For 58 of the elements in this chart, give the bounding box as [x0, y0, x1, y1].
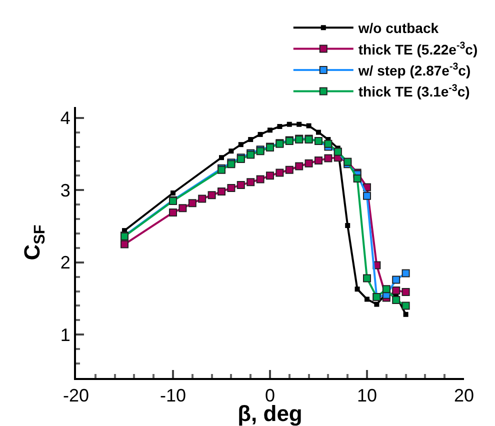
- point: [266, 172, 274, 180]
- point: [277, 124, 282, 130]
- point: [324, 140, 332, 148]
- point: [170, 190, 176, 196]
- point: [314, 156, 322, 164]
- point: [295, 162, 304, 170]
- point: [219, 155, 224, 160]
- point: [268, 128, 272, 133]
- point: [258, 132, 263, 137]
- point: [392, 286, 400, 295]
- point: [178, 204, 187, 212]
- point: [402, 302, 410, 310]
- point: [345, 223, 350, 228]
- point: [402, 288, 410, 296]
- point: [374, 302, 380, 307]
- point: [227, 184, 236, 192]
- x-tick-label: -20: [62, 386, 90, 406]
- point: [248, 137, 254, 142]
- point: [238, 142, 244, 148]
- y-tick-label: 1: [60, 324, 70, 345]
- point: [354, 286, 360, 292]
- legend-label: w/o cutback: [357, 20, 439, 36]
- point: [218, 188, 226, 196]
- point: [392, 296, 400, 304]
- point: [285, 166, 294, 174]
- x-tick-label: 20: [454, 386, 474, 406]
- legend-label: thick TE (3.1e$^{-3}$c): [358, 82, 470, 100]
- point: [228, 148, 234, 154]
- legend-label: w/ step (2.87e$^{-3}$c): [357, 62, 471, 78]
- point: [304, 159, 313, 168]
- point: [382, 285, 390, 294]
- y-tick-label: 4: [60, 108, 70, 128]
- point: [120, 240, 128, 248]
- point: [363, 192, 371, 200]
- x-tick-label: -10: [160, 386, 186, 406]
- point: [316, 130, 321, 135]
- point: [208, 191, 216, 200]
- point: [188, 199, 196, 208]
- point: [276, 168, 284, 177]
- point: [169, 208, 177, 217]
- point: [402, 269, 410, 278]
- point: [306, 123, 312, 128]
- point: [296, 122, 302, 127]
- point: [403, 312, 408, 317]
- y-tick-label: 3: [60, 180, 70, 200]
- point: [363, 274, 371, 282]
- x-tick-label: 10: [356, 386, 378, 406]
- y-tick-label: 2: [60, 252, 70, 273]
- legend-label: thick TE (5.22e$^{-3}$c): [358, 40, 478, 58]
- point: [286, 122, 292, 127]
- point: [324, 154, 332, 162]
- point: [256, 175, 264, 184]
- point: [364, 296, 370, 302]
- point: [246, 178, 255, 186]
- point: [392, 276, 400, 284]
- point: [198, 194, 206, 203]
- point: [353, 174, 362, 183]
- point: [236, 181, 245, 190]
